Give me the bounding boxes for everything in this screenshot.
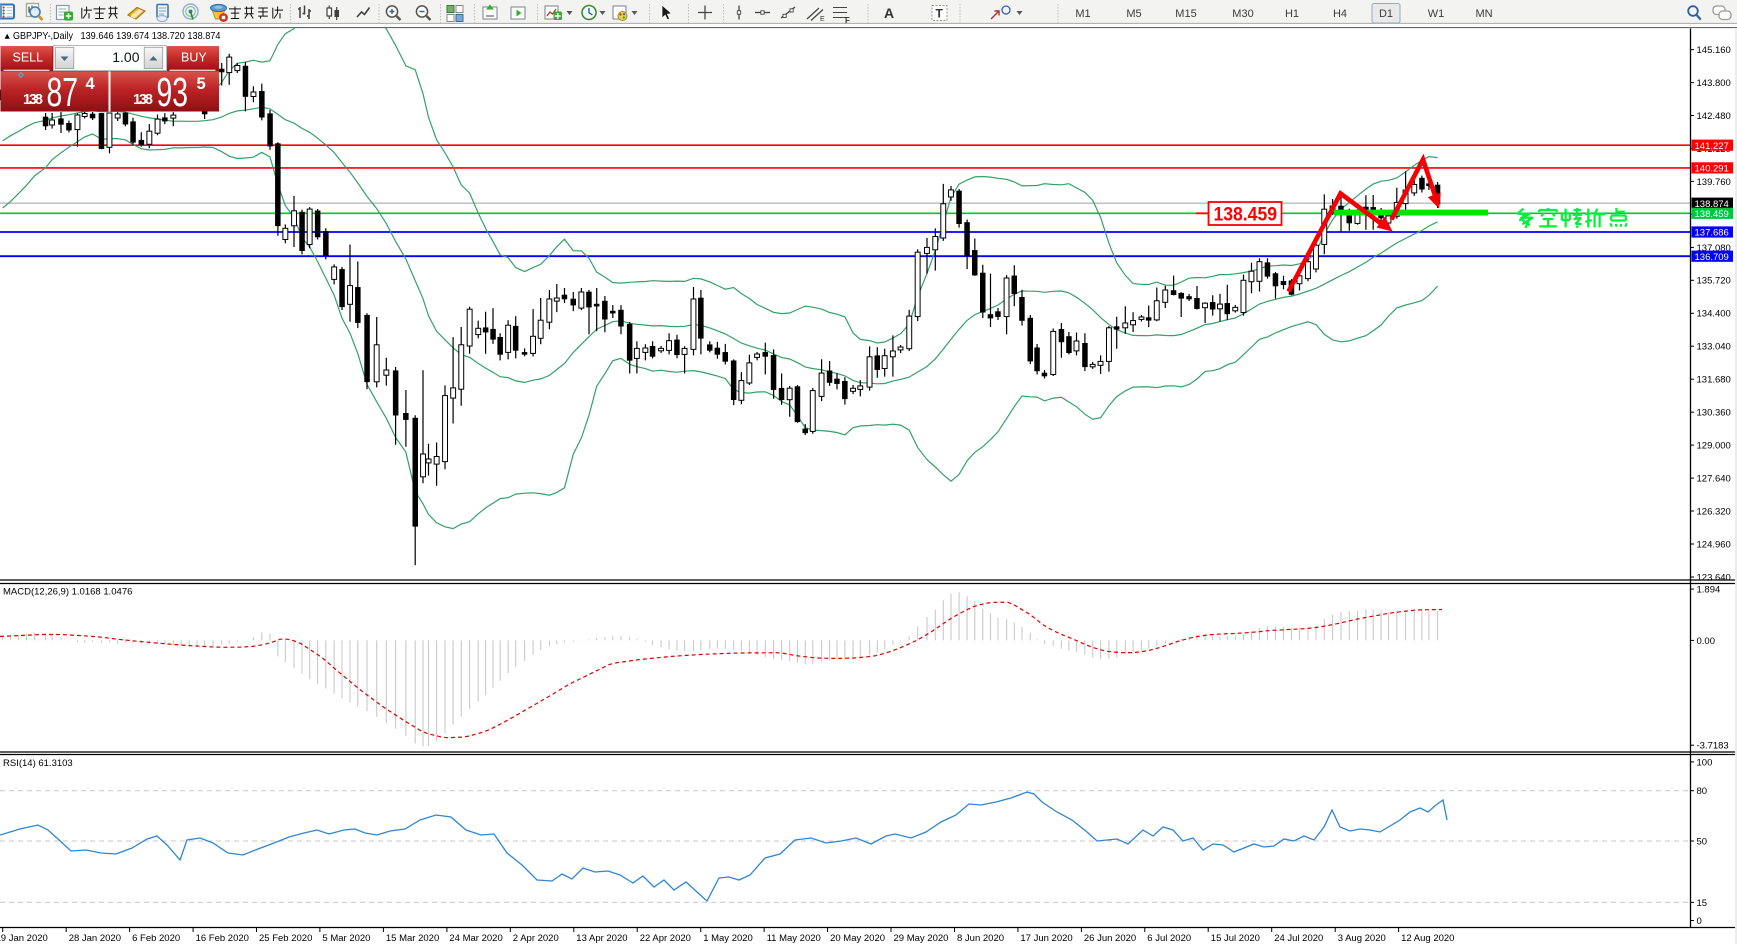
svg-text:MACD(12,26,9) 1.0168 1.0476: MACD(12,26,9) 1.0168 1.0476 xyxy=(3,587,132,598)
svg-text:28 Jan 2020: 28 Jan 2020 xyxy=(69,933,121,944)
svg-text:15 Jul 2020: 15 Jul 2020 xyxy=(1211,933,1260,944)
svg-text:133.040: 133.040 xyxy=(1697,342,1731,353)
svg-text:137.080: 137.080 xyxy=(1697,243,1731,254)
svg-text:W1: W1 xyxy=(1428,8,1445,20)
svg-text:F: F xyxy=(845,16,850,25)
svg-text:124.960: 124.960 xyxy=(1697,539,1731,550)
svg-text:8 Jun 2020: 8 Jun 2020 xyxy=(957,933,1004,944)
svg-text:141.227: 141.227 xyxy=(1695,141,1729,152)
svg-text:D1: D1 xyxy=(1379,8,1393,20)
svg-text:20 May 2020: 20 May 2020 xyxy=(830,933,885,944)
svg-text:H4: H4 xyxy=(1333,8,1347,20)
svg-text:137.686: 137.686 xyxy=(1695,228,1729,239)
svg-text:BUY: BUY xyxy=(181,51,207,65)
svg-text:24 Mar 2020: 24 Mar 2020 xyxy=(449,933,502,944)
svg-text:142.480: 142.480 xyxy=(1697,111,1731,122)
svg-text:145.160: 145.160 xyxy=(1697,45,1731,56)
svg-text:5 Mar 2020: 5 Mar 2020 xyxy=(322,933,370,944)
svg-text:11 May 2020: 11 May 2020 xyxy=(767,933,821,944)
svg-text:22 Apr 2020: 22 Apr 2020 xyxy=(640,933,691,944)
svg-text:A: A xyxy=(884,5,894,21)
svg-text:12 Aug 2020: 12 Aug 2020 xyxy=(1401,933,1454,944)
svg-text:M15: M15 xyxy=(1175,8,1196,20)
svg-text:100: 100 xyxy=(1697,757,1713,768)
svg-text:123.640: 123.640 xyxy=(1697,572,1731,583)
svg-text:M1: M1 xyxy=(1075,8,1090,20)
svg-text:138: 138 xyxy=(23,92,43,108)
svg-text:93: 93 xyxy=(157,69,189,115)
svg-text:6 Jul 2020: 6 Jul 2020 xyxy=(1147,933,1191,944)
svg-text:15: 15 xyxy=(1697,898,1708,909)
svg-text:25 Feb 2020: 25 Feb 2020 xyxy=(259,933,312,944)
svg-text:139.646 139.674 138.720 138.87: 139.646 139.674 138.720 138.874 xyxy=(81,31,221,42)
svg-text:E: E xyxy=(820,16,825,23)
svg-text:19 Jan 2020: 19 Jan 2020 xyxy=(0,933,48,944)
svg-text:T: T xyxy=(936,7,944,21)
svg-text:130.360: 130.360 xyxy=(1697,408,1731,419)
svg-text:0: 0 xyxy=(1697,916,1702,927)
svg-text:4: 4 xyxy=(86,75,96,93)
svg-text:M5: M5 xyxy=(1126,8,1141,20)
svg-text:87: 87 xyxy=(47,69,79,115)
svg-text:16 Feb 2020: 16 Feb 2020 xyxy=(196,933,249,944)
svg-text:15 Mar 2020: 15 Mar 2020 xyxy=(386,933,439,944)
svg-text:134.400: 134.400 xyxy=(1697,309,1731,320)
svg-text:24 Jul 2020: 24 Jul 2020 xyxy=(1274,933,1323,944)
svg-text:143.800: 143.800 xyxy=(1697,78,1731,89)
svg-text:1.00: 1.00 xyxy=(112,49,139,65)
svg-text:H1: H1 xyxy=(1285,8,1299,20)
svg-text:138.459: 138.459 xyxy=(1214,204,1278,226)
svg-text:6 Feb 2020: 6 Feb 2020 xyxy=(132,933,180,944)
svg-text:26 Jun 2020: 26 Jun 2020 xyxy=(1084,933,1136,944)
svg-text:M30: M30 xyxy=(1232,8,1253,20)
svg-text:135.720: 135.720 xyxy=(1697,276,1731,287)
svg-text:140.291: 140.291 xyxy=(1695,164,1729,175)
svg-text:136.709: 136.709 xyxy=(1695,252,1729,263)
svg-text:5: 5 xyxy=(197,75,206,93)
svg-text:127.640: 127.640 xyxy=(1697,474,1731,485)
svg-text:138.459: 138.459 xyxy=(1695,209,1729,220)
svg-text:139.760: 139.760 xyxy=(1697,177,1731,188)
svg-text:2 Apr 2020: 2 Apr 2020 xyxy=(513,933,559,944)
svg-text:131.680: 131.680 xyxy=(1697,375,1731,386)
svg-text:MN: MN xyxy=(1475,8,1492,20)
svg-text:126.320: 126.320 xyxy=(1697,506,1731,517)
svg-text:RSI(14) 61.3103: RSI(14) 61.3103 xyxy=(3,758,73,769)
svg-text:80: 80 xyxy=(1697,786,1708,797)
svg-text:SELL: SELL xyxy=(13,51,44,65)
svg-text:129.000: 129.000 xyxy=(1697,441,1731,452)
svg-text:1 May 2020: 1 May 2020 xyxy=(703,933,753,944)
svg-text:-3.7183: -3.7183 xyxy=(1697,741,1729,752)
svg-text:138.874: 138.874 xyxy=(1695,199,1729,210)
svg-text:3 Aug 2020: 3 Aug 2020 xyxy=(1338,933,1386,944)
svg-text:29 May 2020: 29 May 2020 xyxy=(894,933,949,944)
svg-text:13 Apr 2020: 13 Apr 2020 xyxy=(576,933,627,944)
svg-text:17 Jun 2020: 17 Jun 2020 xyxy=(1020,933,1072,944)
svg-text:0.00: 0.00 xyxy=(1697,636,1716,647)
svg-text:GBPJPY-,Daily: GBPJPY-,Daily xyxy=(13,31,74,42)
svg-text:50: 50 xyxy=(1697,836,1708,847)
svg-text:138: 138 xyxy=(133,92,153,108)
svg-text:1.894: 1.894 xyxy=(1697,585,1721,596)
